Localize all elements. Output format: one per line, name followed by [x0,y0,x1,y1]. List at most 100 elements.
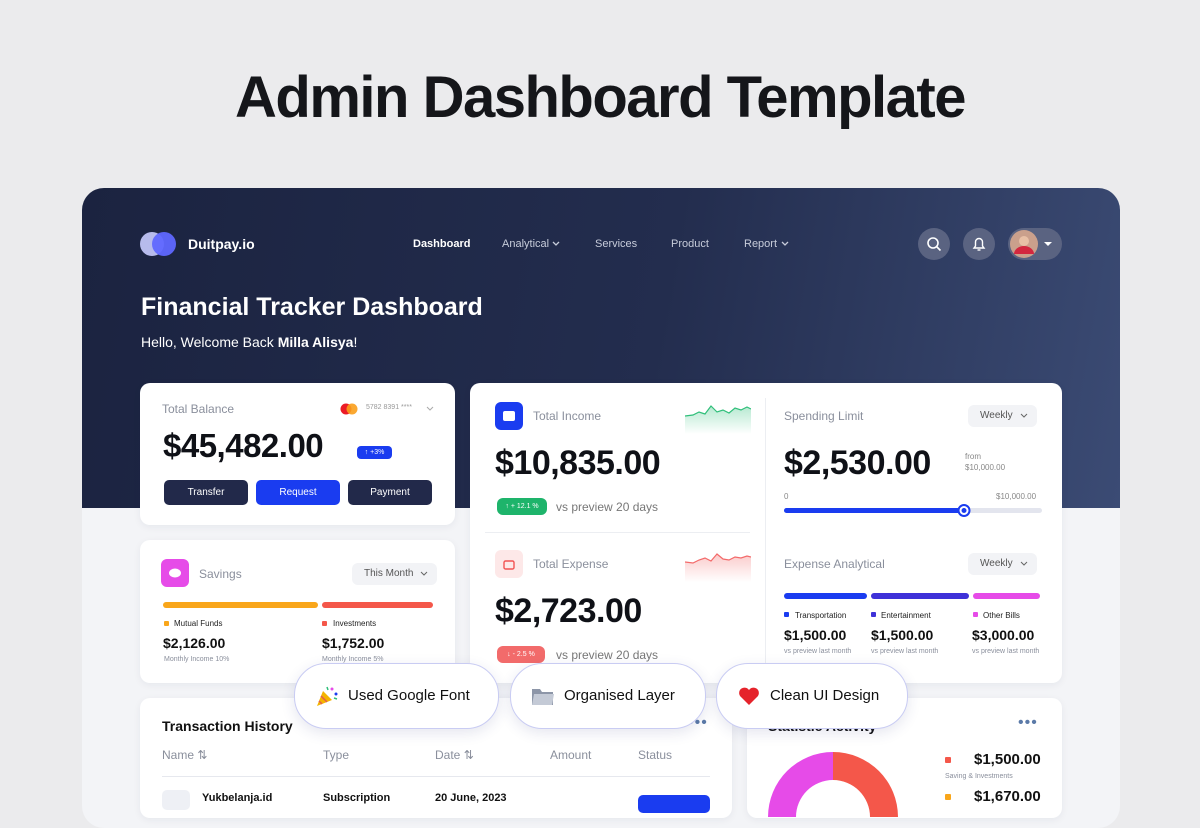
period-dropdown[interactable]: Weekly [968,553,1037,575]
expense-change: - 2.5 % [512,651,535,658]
analytical-item-note: vs preview last month [871,648,939,655]
nav-item[interactable]: Report [744,238,778,250]
limit: $10,000.00 [965,463,1006,472]
column-name: Date [435,748,461,762]
feature-pill: Organised Layer [510,663,706,729]
analytical-label: Expense Analytical [784,557,885,571]
analytical-item-note: vs preview last month [784,648,852,655]
legend-dot [871,612,876,617]
brand[interactable]: Duitpay.io [188,236,255,252]
folder-icon [532,689,554,705]
feature-pill: Clean UI Design [716,663,908,729]
stats-card [470,383,1062,683]
period-dropdown[interactable]: Weekly [968,405,1037,427]
legend-label: Saving & Investments [945,773,1013,780]
expense-label: Total Expense [533,557,609,571]
payment-button[interactable]: Payment [348,480,432,505]
analytical-item-amount: $1,500.00 [784,627,847,643]
income-sparkline [685,405,751,434]
column-header: Status [638,748,673,762]
period: This Month [364,568,414,579]
chevron [781,241,789,246]
period: Weekly [980,410,1013,421]
analytical-item-name: Entertainment [881,611,931,620]
nav-item[interactable]: Services [595,238,638,250]
page: Admin Dashboard Template Duitpay.io Dash… [82,65,1120,818]
user-name: Milla Alisya [277,334,354,350]
greeting-line: Hello, Welcome Back Milla Alisya! [141,334,357,350]
legend-dot [945,794,951,800]
savings-label: Savings [199,567,242,581]
income-change: + 12.1 % [510,503,539,510]
divider [162,776,710,777]
scale-max: $10,000.00 [996,492,1037,501]
legend-dot [945,757,951,763]
from-label: from [965,452,981,461]
legend-amount: $1,670.00 [974,788,1041,805]
period: Weekly [980,558,1013,569]
card-number: 5782 8391 **** [366,404,412,411]
income-icon [495,402,523,430]
column-header: Type [323,748,350,762]
expense-change-badge: ↓ - 2.5 % [497,646,545,663]
balance-amount: $45,482.00 [163,427,324,464]
transactions-title: Transaction History [162,718,293,734]
analytical-item-name: Other Bills [983,611,1020,620]
feature-label: Organised Layer [564,687,675,704]
request-button[interactable]: Request [256,480,340,505]
legend-dot [164,621,169,626]
legend-dot [784,612,789,617]
savings-item-name: Mutual Funds [174,619,223,628]
cell: Yukbelanja.id [202,792,273,804]
more-button[interactable]: ••• [1018,714,1038,731]
savings-item-amount: $1,752.00 [322,635,385,651]
savings-item-name: Investments [333,619,377,628]
income-label: Total Income [533,409,602,423]
legend-amount: $1,500.00 [974,751,1041,768]
row-icon [162,790,190,810]
savings-item-amount: $2,126.00 [163,635,226,651]
income-comparison: vs preview 20 days [556,500,659,514]
nav-item[interactable]: Analytical [502,238,550,250]
savings-item-note: Monthly Income 10% [164,656,230,663]
balance-change: +3% [370,449,385,456]
analytical-bar [871,593,969,599]
divider [485,532,750,533]
column-header[interactable]: Name ⇅ [162,748,208,762]
status-badge [638,795,710,813]
column-header[interactable]: Date ⇅ [435,748,474,762]
balance-label: Total Balance [162,402,235,416]
expense-comparison: vs preview 20 days [556,648,659,662]
expense-icon [495,550,523,578]
analytical-bar [973,593,1040,599]
chevron [552,241,560,246]
chevron[interactable] [426,406,434,412]
page-title: Admin Dashboard Template [235,65,966,130]
divider [765,398,766,668]
header-actions[interactable] [918,228,1064,261]
heart-icon [739,687,759,705]
party-icon [317,686,338,706]
greeting-end: ! [353,334,358,350]
savings-bar [322,602,433,608]
income-amount: $10,835.00 [495,444,661,482]
analytical-item-note: vs preview last month [972,648,1040,655]
change-badge: ↑ +3% [357,446,392,459]
legend-dot [322,621,327,626]
nav-item[interactable]: Dashboard [413,238,471,250]
expense-sparkline [685,553,751,582]
income-change-badge: ↑ + 12.1 % [497,498,547,515]
spending-label: Spending Limit [784,409,864,423]
transfer-button[interactable]: Transfer [164,480,248,505]
spending-slider[interactable] [782,503,1044,519]
feature-label: Clean UI Design [770,687,880,704]
expense-amount: $2,723.00 [495,592,642,630]
analytical-item-amount: $3,000.00 [972,627,1035,643]
analytical-item-name: Transportation [795,611,847,620]
period-dropdown[interactable]: This Month [352,563,438,585]
analytical-bar [784,593,867,599]
savings-icon [161,559,189,587]
cell: Subscription [323,792,391,804]
nav-item[interactable]: Product [671,238,709,250]
feature-label: Used Google Font [348,687,470,704]
